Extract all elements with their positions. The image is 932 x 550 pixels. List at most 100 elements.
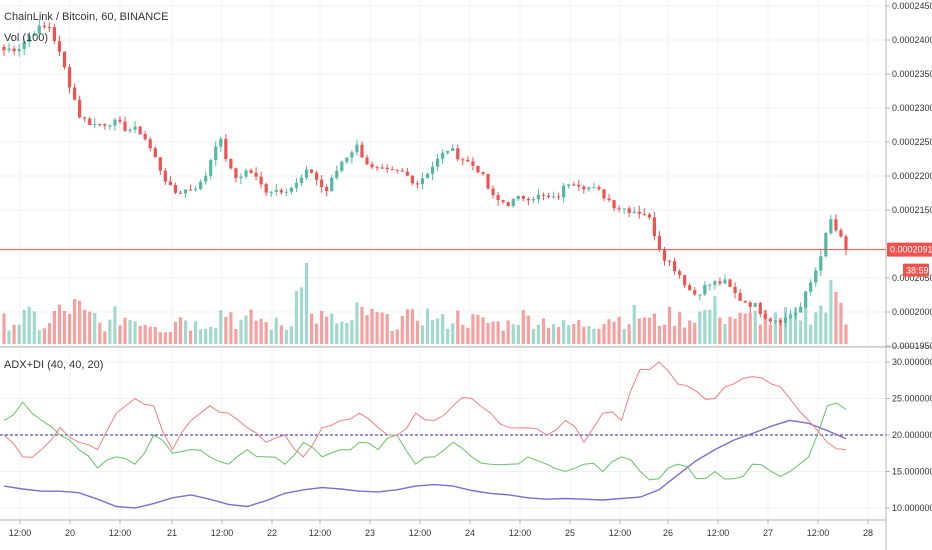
candle-body	[829, 219, 833, 234]
candle-body	[264, 184, 268, 193]
candle-body	[289, 187, 293, 192]
indicator-tick-label: 30.00000000	[892, 357, 932, 367]
indicator-tick-label: 20.00000000	[892, 430, 932, 440]
volume-bar	[420, 325, 425, 344]
candle-body	[385, 167, 389, 170]
last-price-tag: 0.00020918	[887, 242, 932, 257]
candle-body	[83, 117, 87, 119]
candle-body	[355, 144, 359, 153]
symbol-title[interactable]: ChainLink / Bitcoin, 60, BINANCE	[4, 11, 168, 23]
volume-bar	[199, 329, 203, 344]
candle-body	[72, 87, 77, 100]
volume-bar	[83, 309, 87, 344]
candle-body	[108, 125, 112, 127]
volume-bar	[355, 302, 359, 344]
candle-body	[430, 166, 435, 174]
volume-bar	[844, 324, 848, 344]
candle-body	[239, 176, 243, 179]
candle-body	[138, 126, 142, 134]
volume-bar	[511, 324, 515, 344]
candle-body	[708, 284, 712, 286]
volume-bar	[713, 295, 717, 344]
candle-body	[153, 148, 157, 158]
volume-bar	[526, 315, 530, 344]
volume-bar	[289, 326, 293, 344]
candle-body	[799, 306, 803, 313]
volume-bar	[259, 318, 263, 344]
candle-body	[471, 161, 475, 166]
candle-body	[844, 236, 848, 250]
candle-body	[768, 318, 772, 322]
volume-bar	[264, 322, 268, 344]
candle-body	[330, 177, 334, 192]
volume-bar	[481, 317, 485, 344]
volume-bar	[683, 327, 687, 344]
candle-body	[2, 46, 6, 51]
candle-body	[758, 303, 762, 315]
candle-body	[672, 261, 677, 272]
volume-bar	[592, 328, 596, 344]
candle-body	[37, 25, 41, 34]
volume-bar	[446, 328, 450, 344]
volume-bar	[461, 324, 465, 344]
volume-bar	[78, 300, 82, 344]
indicator-axis[interactable]: 30.00000000 25.00000000 20.00000000 15.0000…	[886, 357, 932, 513]
candle-body	[632, 211, 636, 214]
last-price-tag-bg	[887, 242, 932, 257]
volume-bar	[804, 306, 808, 344]
volume-bar	[173, 321, 178, 344]
candle-body	[173, 185, 178, 193]
candle-body	[572, 184, 576, 186]
volume-legend[interactable]: Vol (100)	[4, 32, 48, 44]
time-axis[interactable]: 12:00 20 12:00 21 12:00 22 12:00 23 12:00 24 12:00…	[9, 520, 873, 538]
price-tick-label: 0.00021500	[892, 205, 932, 215]
time-tick-label: 22	[267, 528, 277, 538]
volume-bar	[622, 328, 626, 344]
candle-body	[204, 175, 208, 182]
price-axis[interactable]: 0.00024500 0.00024000 0.00023500 0.00023000…	[886, 1, 932, 351]
candle-body	[188, 189, 193, 191]
volume-bar	[536, 324, 541, 344]
candle-body	[350, 152, 354, 158]
candle-body	[516, 195, 520, 200]
candle-body	[309, 169, 314, 173]
candle-body	[456, 148, 460, 160]
volume-bar	[229, 312, 233, 344]
candle-body	[748, 302, 752, 307]
time-tick-label: 12:00	[109, 528, 132, 538]
candle-body	[703, 284, 707, 295]
candle-body	[113, 119, 117, 126]
candle-body	[551, 196, 556, 198]
candle-body	[294, 182, 299, 188]
volume-bar	[637, 318, 641, 344]
volume-bar	[688, 320, 692, 344]
volume-bar	[748, 312, 752, 344]
volume-bar	[395, 329, 399, 344]
volume-bar	[274, 317, 278, 344]
candle-body	[683, 275, 687, 286]
candle-body	[42, 25, 46, 27]
last-price-value: 0.00020918	[890, 245, 932, 255]
candle-body	[783, 317, 788, 323]
volume-bar	[819, 305, 823, 344]
price-tick-label: 0.00023000	[892, 103, 932, 113]
candle-body	[506, 202, 510, 207]
candle-body	[541, 194, 546, 196]
candle-body	[103, 124, 107, 126]
candle-body	[183, 189, 188, 194]
adx-line	[3, 419, 847, 509]
volume-bar	[743, 313, 747, 344]
volume-bar	[738, 312, 742, 344]
volume-bar	[7, 330, 11, 344]
candle-body	[667, 260, 672, 262]
candle-body	[587, 187, 591, 190]
volume-bar	[294, 291, 299, 344]
volume-bar	[12, 324, 16, 344]
candle-body	[234, 168, 238, 179]
candle-body	[793, 312, 798, 316]
candle-body	[486, 173, 490, 189]
volume-bar	[345, 323, 349, 344]
adx-legend[interactable]: ADX+DI (40, 40, 20)	[4, 359, 103, 371]
volume-bar	[400, 316, 404, 344]
